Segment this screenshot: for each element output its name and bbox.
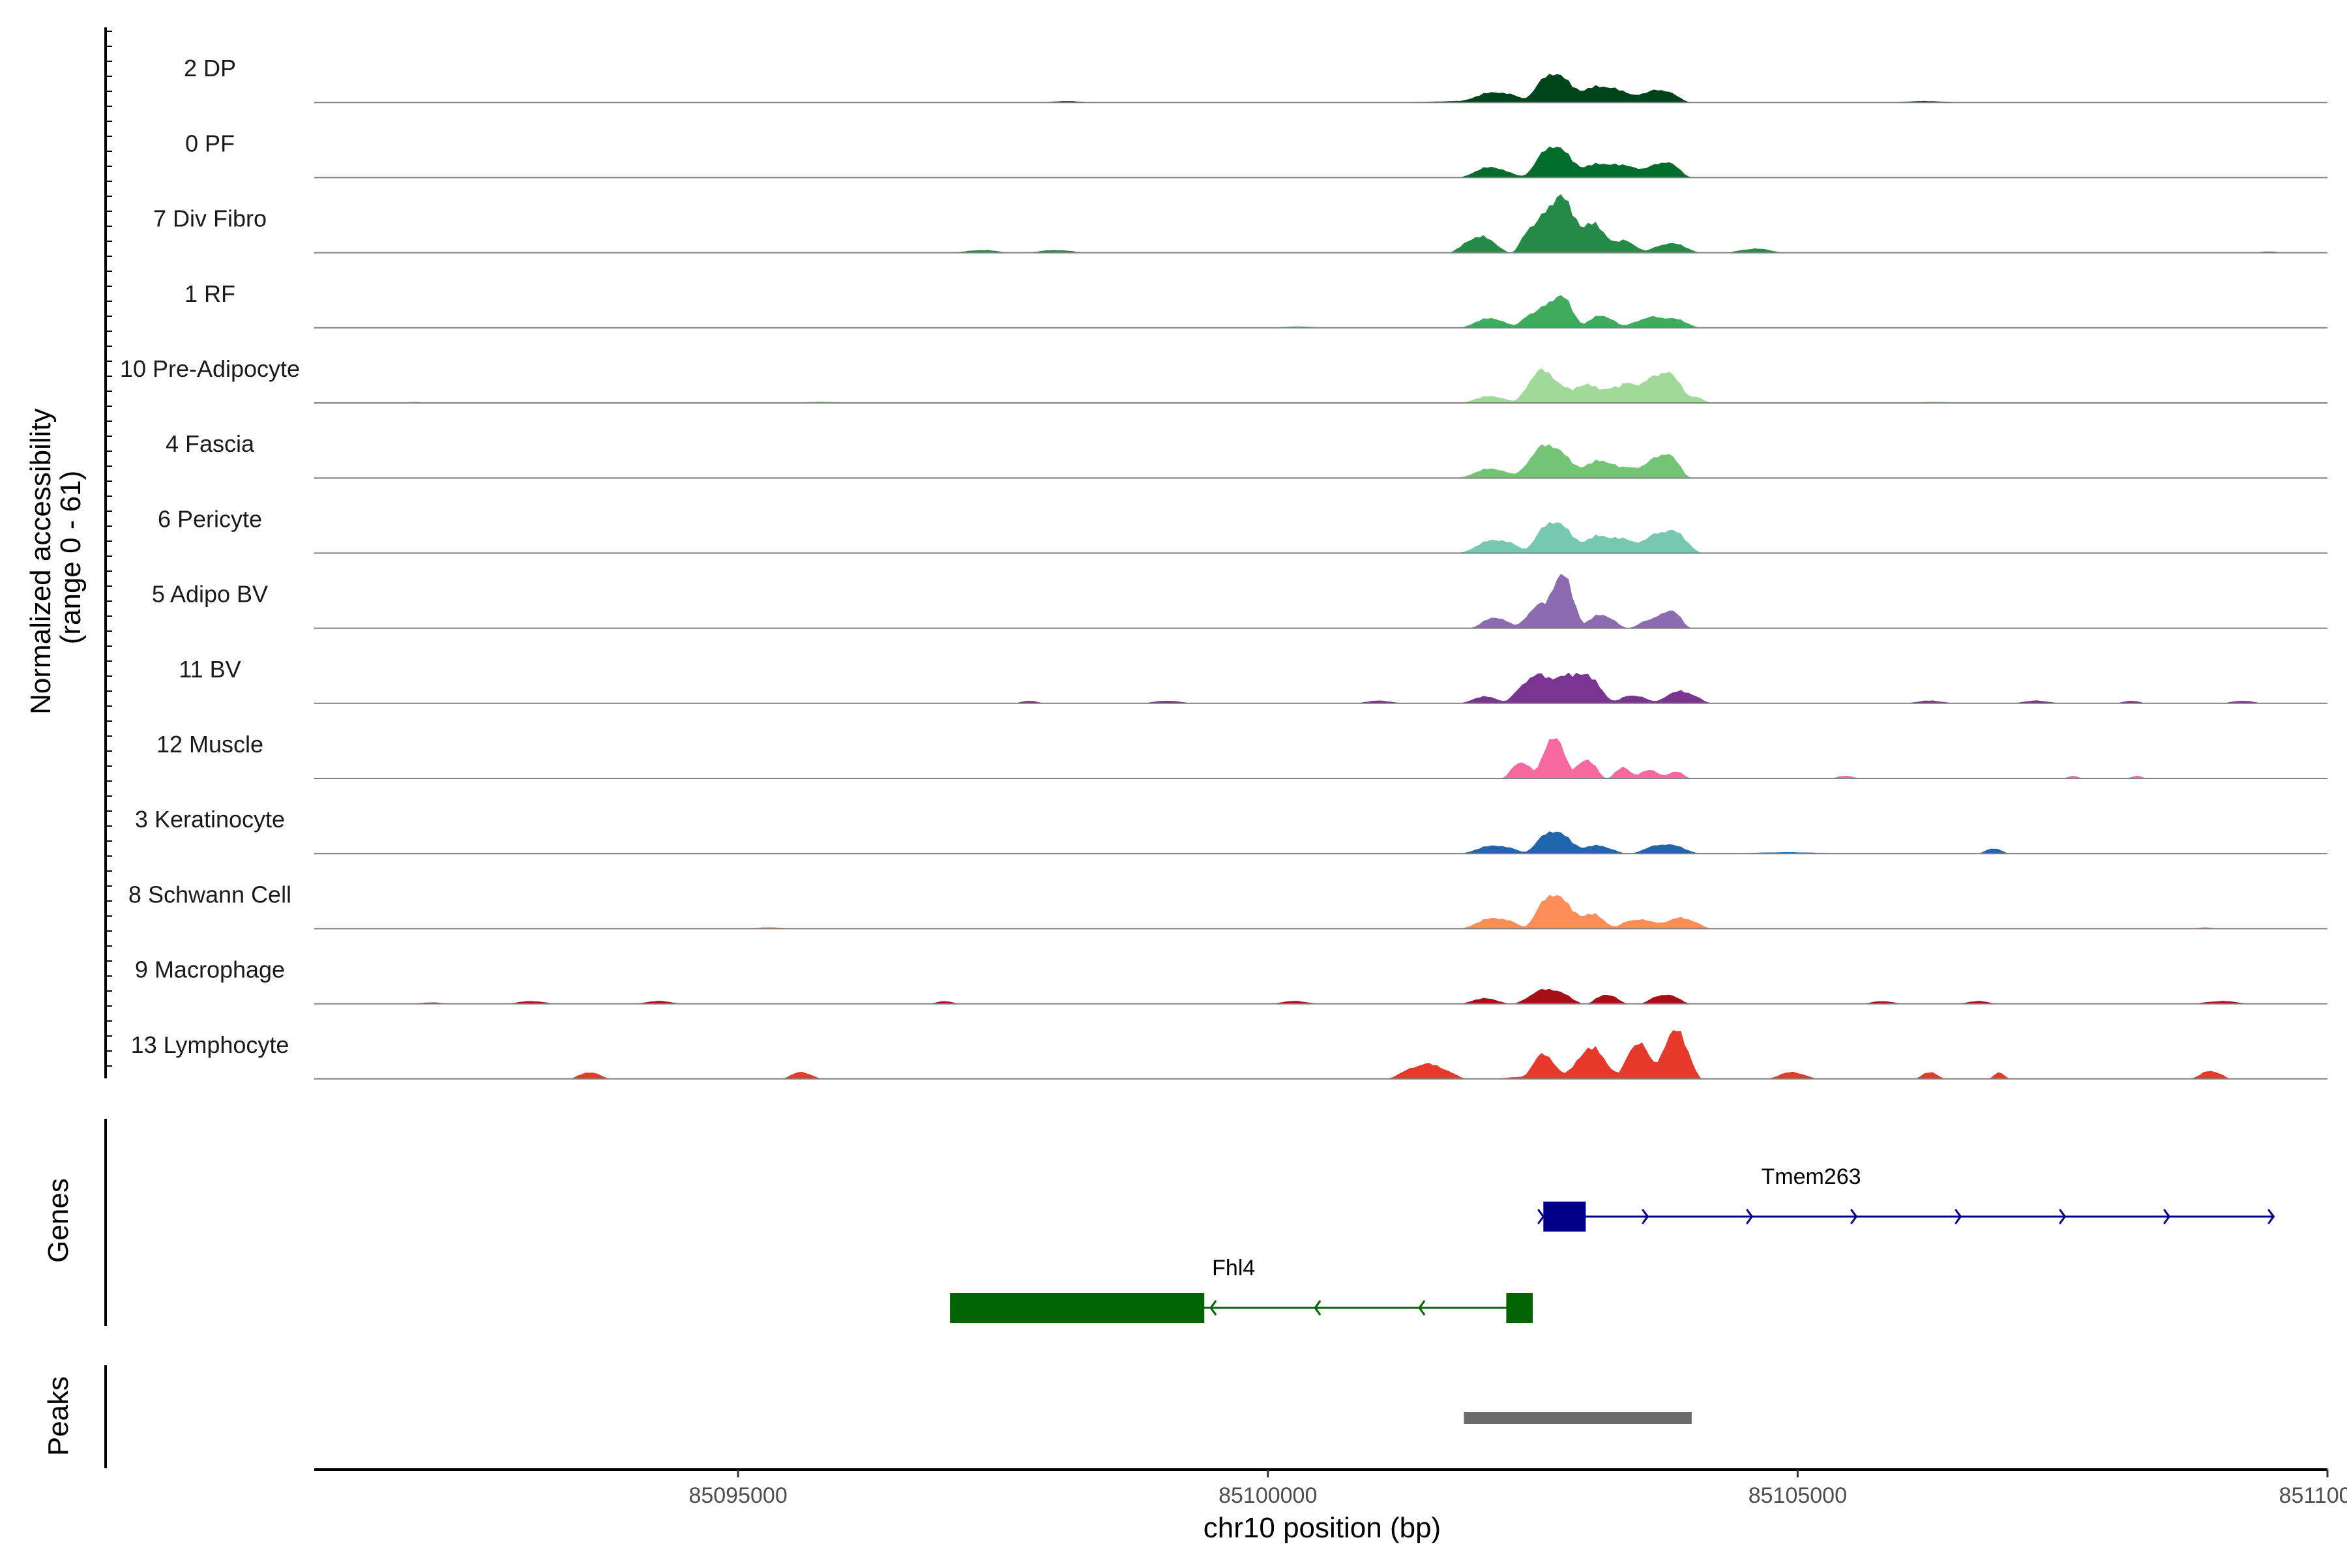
track-label: 3 Keratinocyte — [135, 806, 285, 833]
strand-arrow — [1537, 1209, 1545, 1224]
y-axis-title: Normalized accessibility (range 0 - 61) — [25, 400, 87, 715]
track-3-keratinocyte: 3 Keratinocyte — [135, 806, 2327, 855]
gene-label: Fhl4 — [1212, 1256, 1255, 1280]
gene-tmem263: Tmem263 — [1537, 1164, 2275, 1232]
x-tick-label: 85095000 — [688, 1483, 787, 1508]
gene-exon — [1506, 1293, 1533, 1323]
gene-exon — [1543, 1202, 1586, 1232]
track-6-pericyte: 6 Pericyte — [158, 505, 2327, 554]
strand-arrow — [2267, 1209, 2275, 1224]
genes-track-title: Genes — [42, 1178, 74, 1263]
strand-arrow — [1746, 1209, 1754, 1224]
x-axis-title: chr10 position (bp) — [1203, 1512, 1441, 1544]
track-label: 2 DP — [184, 55, 236, 81]
coverage-area — [314, 522, 2327, 554]
track-9-macrophage: 9 Macrophage — [135, 956, 2327, 1005]
x-axis: 85095000 85100000 85105000 85110000 — [314, 1468, 2347, 1508]
strand-arrow — [2059, 1209, 2067, 1224]
track-12-muscle: 12 Muscle — [156, 731, 2327, 779]
x-tick-label: 85105000 — [1749, 1483, 1847, 1508]
peaks-track-title: Peaks — [42, 1376, 74, 1456]
track-label: 11 BV — [179, 656, 241, 683]
strand-arrow — [2163, 1209, 2171, 1224]
track-label: 13 Lymphocyte — [131, 1031, 289, 1058]
coverage-area — [314, 574, 2327, 629]
coverage-area — [314, 146, 2327, 178]
coverage-area — [314, 1030, 2327, 1079]
x-tick-label: 85110000 — [2279, 1483, 2347, 1508]
gene-exon — [950, 1293, 1205, 1323]
strand-arrow — [1209, 1300, 1217, 1316]
track-label: 7 Div Fibro — [153, 205, 267, 232]
coverage-area — [314, 738, 2327, 778]
track-label: 4 Fascia — [166, 430, 255, 457]
x-tick-label: 85100000 — [1218, 1483, 1317, 1508]
track-5-adipo-bv: 5 Adipo BV — [152, 574, 2327, 629]
track-0-pf: 0 PF — [185, 130, 2327, 179]
strand-arrow — [1642, 1209, 1649, 1224]
coverage-area — [314, 194, 2327, 253]
strand-arrow — [1850, 1209, 1858, 1224]
strand-arrow — [1955, 1209, 1962, 1224]
coverage-area — [314, 672, 2327, 703]
track-10-pre-adipocyte: 10 Pre-Adipocyte — [120, 355, 2327, 404]
track-13-lymphocyte: 13 Lymphocyte — [131, 1030, 2327, 1080]
track-label: 10 Pre-Adipocyte — [120, 355, 300, 382]
track-label: 0 PF — [185, 130, 235, 156]
coverage-area — [314, 988, 2327, 1004]
track-2-dp: 2 DP — [184, 55, 2327, 104]
track-7-div-fibro: 7 Div Fibro — [153, 194, 2327, 254]
track-1-rf: 1 RF — [185, 280, 2327, 329]
y-axis — [104, 27, 112, 1468]
track-label: 1 RF — [185, 280, 235, 307]
track-label: 5 Adipo BV — [152, 581, 268, 608]
track-11-bv: 11 BV — [179, 656, 2327, 704]
coverage-area — [314, 74, 2327, 103]
genes-track: Tmem263 Fhl4 — [950, 1164, 2275, 1323]
strand-arrow — [1314, 1300, 1321, 1316]
track-label: 9 Macrophage — [135, 956, 285, 983]
track-label: 8 Schwann Cell — [128, 881, 291, 908]
y-axis-title-line2: (range 0 - 61) — [55, 471, 87, 645]
accessibility-tracks: 2 DP 0 PF 7 Div Fibro 1 RF 10 Pre-Adipocyte 4… — [120, 55, 2327, 1080]
coverage-area — [314, 831, 2327, 854]
peaks-track — [1464, 1412, 1692, 1424]
coverage-area — [314, 295, 2327, 328]
track-8-schwann-cell: 8 Schwann Cell — [128, 881, 2327, 930]
peak-region — [1464, 1412, 1692, 1424]
coverage-area — [314, 368, 2327, 403]
y-axis-title-line1: Normalized accessibility — [25, 408, 57, 714]
track-label: 12 Muscle — [156, 731, 263, 758]
coverage-area — [314, 444, 2327, 479]
track-label: 6 Pericyte — [158, 505, 262, 532]
gene-fhl4: Fhl4 — [950, 1256, 1533, 1323]
track-4-fascia: 4 Fascia — [166, 430, 2327, 479]
strand-arrow — [1418, 1300, 1426, 1316]
gene-label: Tmem263 — [1761, 1164, 1861, 1189]
coverage-area — [314, 895, 2327, 929]
